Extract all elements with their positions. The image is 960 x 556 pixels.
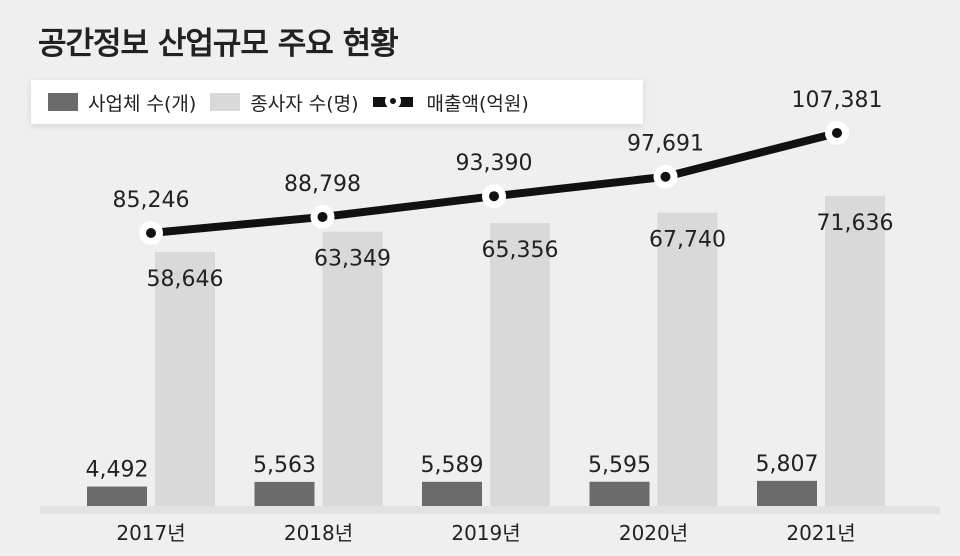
bar-employees — [490, 223, 550, 506]
revenue-line — [150, 129, 838, 237]
bar-label-companies: 5,589 — [421, 453, 484, 478]
legend-line-marker-icon — [372, 93, 413, 111]
revenue-point-dot — [832, 127, 842, 138]
bar-companies — [757, 480, 817, 506]
revenue-label: 97,691 — [627, 132, 704, 157]
revenue-point-dot — [660, 171, 671, 182]
bar-label-employees: 63,349 — [314, 247, 391, 272]
bar-employees — [825, 195, 885, 507]
x-tick-label: 2017년 — [116, 521, 185, 545]
legend-swatch-companies — [48, 93, 78, 111]
bar-label-employees: 58,646 — [147, 267, 224, 292]
bar-companies — [422, 481, 482, 506]
legend-item-employees: 종사자 수(명) — [210, 89, 359, 116]
legend: 사업체 수(개) 종사자 수(명) 매출액(억원) — [31, 80, 643, 124]
x-tick-label: 2019년 — [451, 521, 520, 545]
x-tick-label: 2021년 — [786, 521, 855, 545]
bar-label-companies: 5,595 — [588, 453, 651, 478]
legend-label-revenue: 매출액(억원) — [426, 92, 529, 115]
revenue-label: 88,798 — [284, 172, 361, 197]
x-tick-label: 2020년 — [619, 521, 688, 545]
revenue-point-dot — [146, 228, 156, 238]
bar-employees — [657, 212, 718, 507]
bar-label-companies: 5,807 — [756, 452, 819, 477]
revenue-label: 93,390 — [456, 151, 533, 176]
bar-companies — [87, 486, 147, 506]
legend-item-revenue: 매출액(억원) — [372, 89, 529, 116]
bar-label-employees: 71,636 — [817, 211, 894, 236]
baseline-shadow — [40, 506, 940, 514]
bar-label-companies: 4,492 — [86, 458, 149, 483]
x-tick-label: 2018년 — [284, 521, 353, 545]
revenue-label: 85,246 — [113, 188, 190, 213]
bar-label-employees: 65,356 — [482, 238, 559, 263]
bar-label-employees: 67,740 — [649, 228, 726, 253]
legend-label-employees: 종사자 수(명) — [250, 92, 359, 115]
bar-employees — [155, 252, 215, 506]
bar-employees — [322, 231, 383, 506]
bar-companies — [589, 481, 650, 506]
revenue-point-dot — [489, 191, 499, 202]
chart-title: 공간정보 산업규모 주요 현황 — [38, 26, 399, 62]
legend-item-companies: 사업체 수(개) — [48, 89, 196, 116]
revenue-point-dot — [317, 211, 328, 222]
bar-label-companies: 5,563 — [253, 453, 316, 478]
revenue-label: 107,381 — [792, 88, 883, 113]
legend-swatch-employees — [210, 93, 241, 111]
bar-companies — [254, 481, 315, 506]
legend-label-companies: 사업체 수(개) — [88, 92, 197, 115]
